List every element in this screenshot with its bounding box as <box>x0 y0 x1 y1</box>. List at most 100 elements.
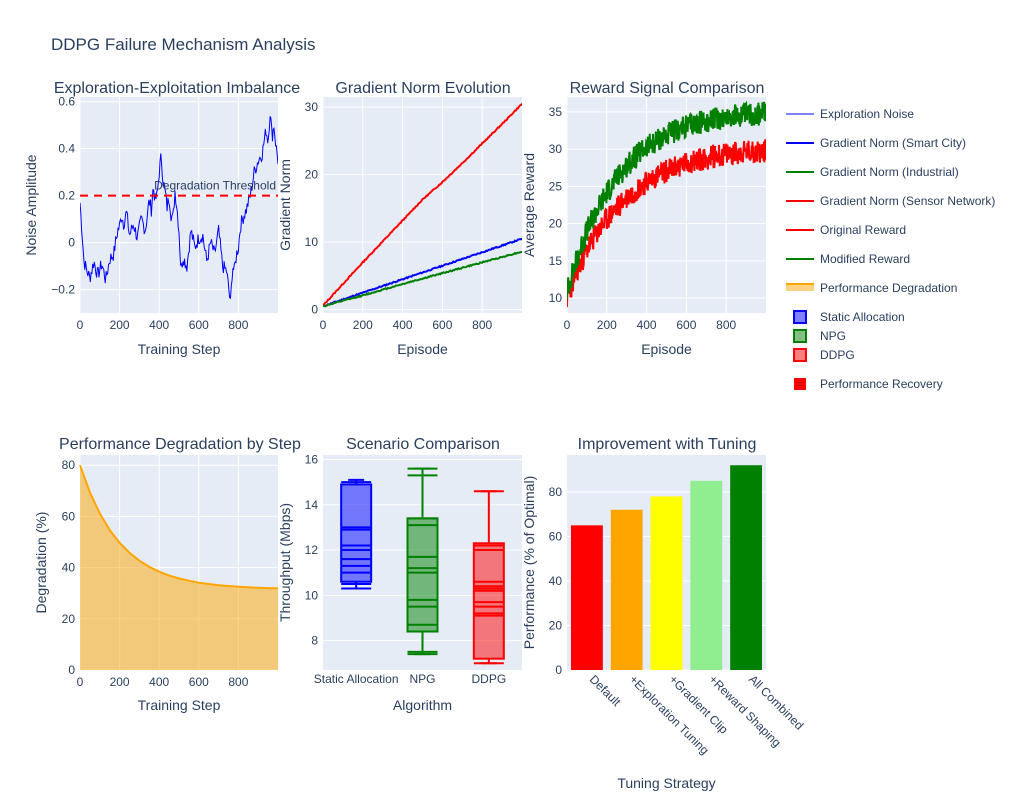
subplot-title: Improvement with Tuning <box>578 436 757 453</box>
legend-item-performance-degradation[interactable]: Performance Degradation <box>786 281 957 295</box>
y-tick-label: 60 <box>549 529 563 543</box>
subplot-title: Gradient Norm Evolution <box>335 80 510 97</box>
legend-item-exploration-noise[interactable]: Exploration Noise <box>786 107 914 121</box>
y-tick-label: 0.4 <box>58 142 75 156</box>
x-tick-label: 0 <box>320 318 327 332</box>
subplot-title: Scenario Comparison <box>346 436 500 453</box>
y-tick-label: 80 <box>62 458 76 472</box>
x-tick-label: 400 <box>149 318 169 332</box>
y-tick-label: 60 <box>62 509 76 523</box>
y-tick-label: 0 <box>68 236 75 250</box>
legend-label: DDPG <box>820 348 855 362</box>
subplot-6: 0 20 40 60 80 Improvement with Tuning Tuning S… <box>521 436 806 791</box>
legend-label: Performance Recovery <box>820 377 943 391</box>
series-gradient-norm-3 <box>323 103 522 307</box>
x-tick-label: 0 <box>564 318 571 332</box>
x-tick-label: 600 <box>432 318 452 332</box>
y-tick-label: 20 <box>305 168 319 182</box>
series-exploration-noise <box>80 116 278 299</box>
y-tick-label: 10 <box>549 291 563 305</box>
y-tick-label: 20 <box>549 217 563 231</box>
legend-item-gradient-norm-sensor-network[interactable]: Gradient Norm (Sensor Network) <box>786 194 995 208</box>
y-tick-label: 12 <box>305 543 319 557</box>
y-tick-label: 35 <box>549 105 563 119</box>
legend-label: Modified Reward <box>820 252 910 266</box>
y-tick-label: 40 <box>62 561 76 575</box>
y-tick-label: 20 <box>549 618 563 632</box>
legend-item-modified-reward[interactable]: Modified Reward <box>786 252 910 266</box>
legend-item-ddpg[interactable]: DDPG <box>793 348 855 362</box>
bar-gradient-clip <box>650 496 683 670</box>
legend-item-original-reward[interactable]: Original Reward <box>786 223 906 237</box>
x-tick-label: Static Allocation <box>314 672 399 686</box>
y-tick-label: 10 <box>305 235 319 249</box>
box-body <box>340 483 373 583</box>
legend-item-performance-recovery[interactable]: Performance Recovery <box>794 377 943 391</box>
y-axis-label: Noise Amplitude <box>23 154 39 255</box>
x-tick-label: Default <box>587 672 624 709</box>
series-gradient-norm-1 <box>323 237 522 307</box>
y-tick-label: 15 <box>549 254 563 268</box>
subplot-1: −0.2 0 0.2 0.4 0.6 0 200 400 600 800 Exploration-E… <box>23 80 300 357</box>
legend-label: Original Reward <box>820 223 906 237</box>
y-tick-label: 20 <box>62 612 76 626</box>
x-tick-label: +Reward Shaping <box>706 672 784 750</box>
box-body <box>472 542 505 660</box>
threshold-label: Degradation Threshold <box>154 179 276 193</box>
subplot-5: 8 10 12 14 16 Scenario Comparison Algorithm Thr… <box>277 436 522 713</box>
x-axis-label: Episode <box>641 341 692 357</box>
x-tick-label: NPG <box>409 672 435 686</box>
x-axis-label: Episode <box>397 341 448 357</box>
legend-symbol-box <box>793 310 807 324</box>
x-tick-label: 800 <box>472 318 492 332</box>
series-gradient-norm-2 <box>323 251 522 308</box>
y-tick-label: 8 <box>311 634 318 648</box>
legend-label: Gradient Norm (Smart City) <box>820 136 966 150</box>
y-tick-label: 10 <box>305 588 319 602</box>
legend-item-static-allocation[interactable]: Static Allocation <box>793 310 905 324</box>
x-tick-label: 800 <box>716 318 736 332</box>
x-tick-label: 0 <box>77 318 84 332</box>
box-body <box>406 517 439 633</box>
plot-background <box>323 97 522 313</box>
y-tick-label: 80 <box>549 485 563 499</box>
y-tick-label: 40 <box>549 574 563 588</box>
legend-label: Performance Degradation <box>820 281 957 295</box>
y-axis-label: Gradient Norm <box>277 159 293 251</box>
legend[interactable]: Exploration Noise Gradient Norm (Smart Ci… <box>786 107 995 391</box>
y-tick-label: 30 <box>549 142 563 156</box>
area-performance-degradation <box>80 465 278 670</box>
y-tick-label: 0 <box>68 663 75 677</box>
legend-symbol-box <box>793 329 807 343</box>
legend-item-gradient-norm-smart-city[interactable]: Gradient Norm (Smart City) <box>786 136 966 150</box>
x-tick-label: 600 <box>676 318 696 332</box>
legend-symbol-box <box>793 348 807 362</box>
x-tick-label: 200 <box>597 318 617 332</box>
x-tick-label: 600 <box>189 675 209 689</box>
x-tick-label: 200 <box>110 318 130 332</box>
subplot-title: Exploration-Exploitation Imbalance <box>54 80 300 97</box>
bar-exploration-tuning <box>610 509 643 670</box>
legend-label: NPG <box>820 329 846 343</box>
x-tick-label: 800 <box>228 675 248 689</box>
legend-item-gradient-norm-industrial[interactable]: Gradient Norm (Industrial) <box>786 165 959 179</box>
box-ddpg <box>472 490 505 665</box>
x-tick-label: 600 <box>189 318 209 332</box>
legend-item-npg[interactable]: NPG <box>793 329 846 343</box>
y-tick-label: 0 <box>555 663 562 677</box>
bar-all-combined <box>730 465 763 670</box>
subplot-title: Performance Degradation by Step <box>59 436 301 453</box>
x-tick-label: 400 <box>393 318 413 332</box>
legend-label: Gradient Norm (Industrial) <box>820 165 959 179</box>
subplot-2: 0 10 20 30 0 200 400 600 800 Gradient Norm Evolut… <box>277 80 522 357</box>
y-tick-label: −0.2 <box>51 283 75 297</box>
x-axis-label: Tuning Strategy <box>617 775 715 791</box>
legend-symbol-bar <box>794 378 806 390</box>
y-tick-label: 14 <box>305 498 319 512</box>
x-tick-label: 0 <box>77 675 84 689</box>
y-tick-label: 0 <box>311 303 318 317</box>
y-tick-label: 25 <box>549 179 563 193</box>
box-npg <box>406 467 439 656</box>
